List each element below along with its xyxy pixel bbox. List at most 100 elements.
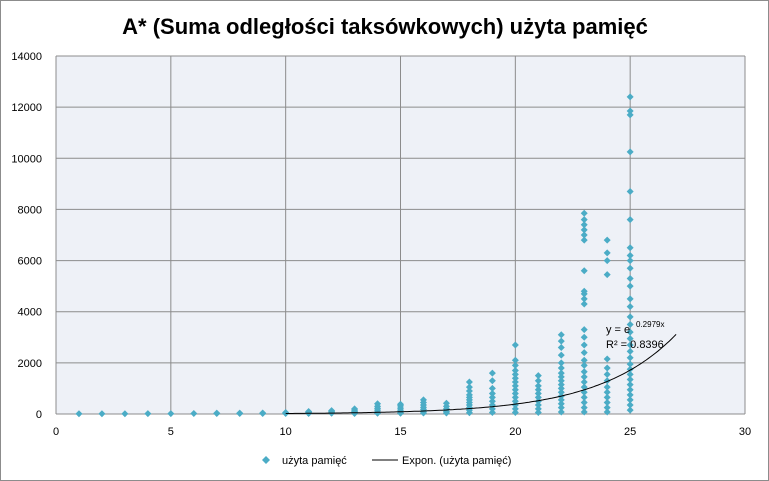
data-point bbox=[603, 388, 611, 396]
data-point bbox=[580, 221, 588, 229]
data-point bbox=[557, 359, 565, 367]
x-tick-label: 0 bbox=[53, 426, 59, 438]
data-point bbox=[626, 251, 634, 259]
data-point bbox=[626, 107, 634, 115]
chart-title: A* (Suma odległości taksówkowych) użyta … bbox=[122, 14, 648, 39]
data-point bbox=[580, 226, 588, 234]
data-point bbox=[626, 321, 634, 328]
gridlines bbox=[56, 55, 746, 414]
data-point bbox=[626, 148, 634, 156]
data-point bbox=[213, 409, 221, 417]
x-tick-label: 20 bbox=[509, 426, 521, 438]
data-point bbox=[534, 408, 542, 416]
data-point bbox=[282, 408, 290, 416]
data-point bbox=[465, 387, 473, 395]
data-point bbox=[374, 400, 382, 408]
data-point bbox=[511, 401, 519, 409]
data-point bbox=[511, 341, 519, 349]
data-point bbox=[626, 370, 634, 378]
data-point bbox=[580, 373, 588, 381]
data-point bbox=[511, 367, 519, 375]
data-point bbox=[603, 404, 611, 412]
x-tick-label: 5 bbox=[168, 426, 174, 438]
data-point bbox=[488, 408, 496, 416]
legend: użyta pamięć Expon. (użyta pamięć) bbox=[262, 455, 511, 467]
data-point bbox=[603, 408, 611, 416]
data-point bbox=[534, 377, 542, 385]
data-point bbox=[626, 274, 634, 282]
data-point bbox=[580, 300, 588, 308]
data-point bbox=[557, 404, 565, 412]
data-point bbox=[557, 377, 565, 385]
data-point bbox=[603, 236, 611, 244]
data-point bbox=[580, 341, 588, 349]
data-point bbox=[557, 331, 565, 339]
data-point bbox=[557, 351, 565, 359]
data-point bbox=[534, 405, 542, 413]
data-point bbox=[580, 378, 588, 386]
data-point bbox=[626, 360, 634, 368]
y-tick-label: 8000 bbox=[18, 204, 42, 216]
data-point bbox=[351, 405, 359, 413]
data-point bbox=[580, 356, 588, 364]
data-point bbox=[626, 313, 634, 321]
data-point bbox=[557, 364, 565, 372]
data-point bbox=[580, 295, 588, 303]
data-point bbox=[488, 377, 496, 385]
data-point bbox=[580, 209, 588, 217]
data-point bbox=[397, 400, 404, 408]
y-tick-label: 10000 bbox=[11, 153, 42, 165]
data-point bbox=[511, 405, 519, 413]
data-point bbox=[580, 287, 588, 295]
trendline-equation: y = e 0.2979x R² = 0.8396 bbox=[606, 320, 664, 351]
data-point bbox=[511, 361, 519, 369]
data-point bbox=[626, 295, 634, 303]
data-point bbox=[465, 378, 473, 386]
data-point bbox=[557, 373, 565, 381]
data-point bbox=[557, 381, 565, 389]
data-point bbox=[121, 410, 129, 418]
legend-label-series: użyta pamięć bbox=[282, 455, 347, 467]
data-point bbox=[603, 355, 611, 363]
data-point bbox=[465, 391, 473, 399]
equation-base: y = e bbox=[606, 324, 630, 336]
data-point bbox=[603, 257, 611, 265]
data-point bbox=[557, 396, 565, 404]
data-point bbox=[511, 408, 519, 416]
data-point bbox=[511, 382, 519, 390]
data-point bbox=[626, 335, 634, 343]
data-point bbox=[603, 249, 611, 257]
data-point bbox=[144, 410, 152, 418]
data-point bbox=[580, 404, 588, 412]
data-point bbox=[557, 388, 565, 396]
data-point bbox=[167, 410, 175, 418]
data-point bbox=[626, 188, 634, 196]
data-point bbox=[626, 328, 634, 336]
data-point bbox=[488, 384, 496, 392]
data-point bbox=[328, 407, 336, 415]
data-point bbox=[488, 390, 496, 398]
r-squared-label: R² = 0.8396 bbox=[606, 339, 664, 351]
data-point bbox=[488, 369, 496, 377]
data-point bbox=[626, 354, 634, 362]
data-point bbox=[626, 282, 634, 290]
data-point bbox=[626, 391, 634, 399]
data-point bbox=[626, 244, 634, 252]
data-point bbox=[511, 390, 519, 398]
data-point bbox=[626, 381, 634, 389]
y-tick-label: 6000 bbox=[18, 256, 42, 268]
data-point bbox=[626, 375, 634, 383]
data-point bbox=[557, 384, 565, 392]
data-point bbox=[98, 410, 106, 418]
data-point bbox=[580, 216, 588, 224]
data-point bbox=[534, 401, 542, 409]
data-point bbox=[626, 401, 634, 409]
data-point bbox=[236, 409, 244, 417]
x-tick-label: 30 bbox=[739, 426, 751, 438]
data-point bbox=[580, 236, 588, 244]
data-point bbox=[580, 267, 588, 275]
data-point bbox=[603, 393, 611, 401]
data-point bbox=[626, 396, 634, 404]
data-point bbox=[511, 386, 519, 394]
data-point bbox=[626, 216, 634, 224]
